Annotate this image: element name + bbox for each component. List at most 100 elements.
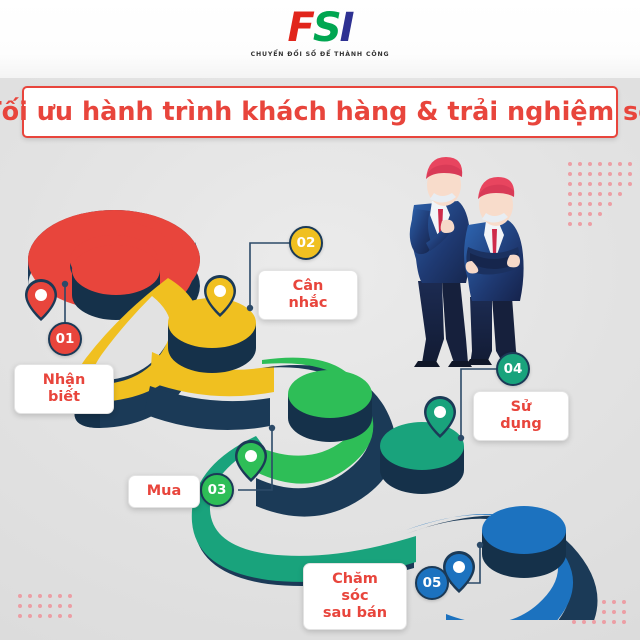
decor-dot	[622, 600, 626, 604]
decor-dot	[568, 172, 572, 176]
step-label-03[interactable]: Mua	[128, 475, 200, 508]
decor-dot	[612, 600, 616, 604]
decor-dot	[568, 192, 572, 196]
decor-dot	[612, 610, 616, 614]
decor-dot	[582, 620, 586, 624]
decor-dot	[618, 172, 622, 176]
ribbon-disc-green	[288, 370, 372, 442]
decor-dot	[578, 182, 582, 186]
businessman-left	[409, 157, 472, 367]
decor-dot	[38, 614, 42, 618]
decor-dot	[598, 212, 602, 216]
step-badge-01[interactable]: 01	[48, 322, 82, 356]
decor-dot	[572, 620, 576, 624]
decor-dot	[608, 202, 612, 206]
decor-dot	[18, 594, 22, 598]
decor-dot	[598, 202, 602, 206]
page-title: Tối ưu hành trình khách hàng & trải nghi…	[0, 97, 640, 127]
logo-letter-i: I	[339, 5, 355, 51]
decor-dot	[618, 162, 622, 166]
step-label-01[interactable]: Nhận biết	[14, 364, 114, 414]
decor-dot	[588, 162, 592, 166]
decor-dot	[68, 614, 72, 618]
step-number-02: 02	[296, 235, 316, 251]
decor-dot	[608, 192, 612, 196]
connector-03	[238, 424, 276, 491]
decor-dot	[48, 594, 52, 598]
decor-dot	[48, 604, 52, 608]
step-badge-04[interactable]: 04	[496, 352, 530, 386]
decor-dot	[568, 162, 572, 166]
step-badge-02[interactable]: 02	[289, 226, 323, 260]
decor-dot	[578, 172, 582, 176]
step-badge-03[interactable]: 03	[200, 473, 234, 507]
decor-dot	[588, 182, 592, 186]
decor-dot	[28, 594, 32, 598]
decor-dot	[68, 594, 72, 598]
ribbon-disc-yellow	[168, 298, 256, 373]
map-pin-icon-03	[235, 440, 267, 482]
decor-dot	[588, 172, 592, 176]
decor-dot	[18, 604, 22, 608]
connector-04	[457, 368, 497, 442]
decor-dot	[598, 162, 602, 166]
decor-dot	[628, 162, 632, 166]
map-pin-icon-02	[204, 275, 236, 317]
connector-02	[246, 242, 290, 312]
decor-dot	[598, 192, 602, 196]
decor-dot	[618, 192, 622, 196]
decor-dot	[578, 162, 582, 166]
decor-dot	[588, 192, 592, 196]
decor-dot	[608, 172, 612, 176]
step-number-05: 05	[422, 575, 442, 591]
page-title-banner: Tối ưu hành trình khách hàng & trải nghi…	[0, 86, 640, 138]
decor-dot	[18, 614, 22, 618]
step-label-02[interactable]: Cân nhắc	[258, 270, 358, 320]
decor-dot	[38, 604, 42, 608]
step-label-04[interactable]: Sử dụng	[473, 391, 569, 441]
decor-dot	[578, 212, 582, 216]
decor-dot	[28, 614, 32, 618]
ribbon-disc-blue	[482, 506, 566, 578]
decor-dot	[592, 620, 596, 624]
map-pin-icon-01	[25, 279, 57, 321]
decor-dot	[568, 212, 572, 216]
ribbon-disc-teal	[380, 422, 464, 494]
decor-dot	[58, 614, 62, 618]
decor-dot	[58, 604, 62, 608]
decor-dot	[58, 594, 62, 598]
logo-tagline: CHUYỂN ĐỔI SỐ ĐỂ THÀNH CÔNG	[250, 51, 390, 58]
decor-dot	[612, 620, 616, 624]
decor-dot	[568, 222, 572, 226]
decor-dot	[602, 610, 606, 614]
step-label-05[interactable]: Chăm sóc sau bán	[303, 563, 407, 630]
decor-dot	[602, 600, 606, 604]
decor-dot	[608, 162, 612, 166]
fsi-logo: FSI CHUYỂN ĐỔI SỐ ĐỂ THÀNH CÔNG	[0, 8, 640, 58]
dot-grid-top-right	[568, 162, 632, 226]
ribbon-segment-green	[256, 357, 396, 517]
decor-dot	[588, 202, 592, 206]
decor-dot	[578, 192, 582, 196]
decor-dot	[598, 182, 602, 186]
decor-dot	[578, 222, 582, 226]
step-number-04: 04	[503, 361, 523, 377]
decor-dot	[622, 610, 626, 614]
decor-dot	[578, 202, 582, 206]
step-badge-05[interactable]: 05	[415, 566, 449, 600]
decor-dot	[568, 202, 572, 206]
decor-dot	[588, 222, 592, 226]
decor-dot	[602, 620, 606, 624]
decor-dot	[628, 182, 632, 186]
decor-dot	[38, 594, 42, 598]
map-pin-icon-04	[424, 396, 456, 438]
logo-letter-s: S	[312, 5, 342, 51]
decor-dot	[588, 212, 592, 216]
step-number-03: 03	[207, 482, 227, 498]
decor-dot	[28, 604, 32, 608]
decor-dot	[568, 182, 572, 186]
decor-dot	[618, 182, 622, 186]
decor-dot	[608, 182, 612, 186]
